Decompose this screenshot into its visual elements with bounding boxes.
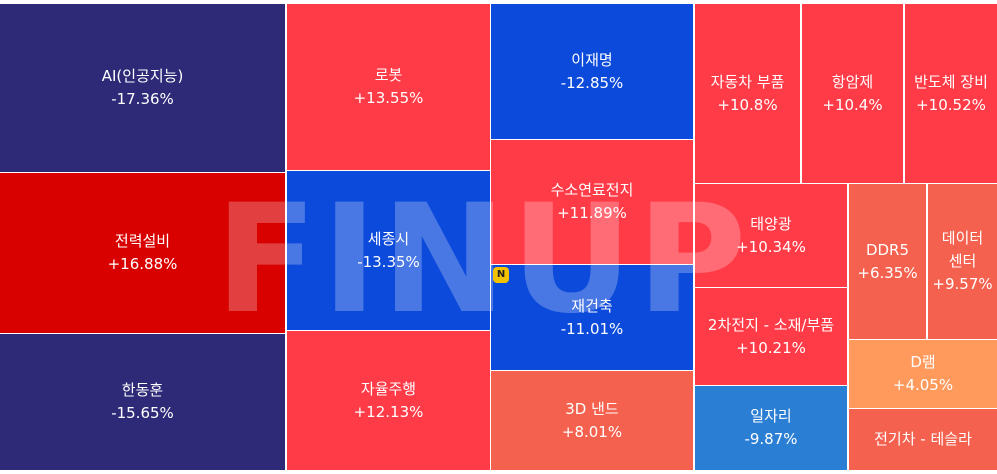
tile-value: +13.55% xyxy=(353,89,424,107)
tile: DDR5 +6.35% xyxy=(849,184,926,339)
tile-label: 자동차 부품 xyxy=(710,72,785,91)
tile-value: -12.85% xyxy=(560,73,624,92)
tile: 재건축 -11.01% xyxy=(491,265,693,370)
tile-label: 2차전지 - 소재/부품 xyxy=(707,315,835,334)
tile-value: +10.34% xyxy=(736,237,806,256)
tile-label: 항암제 xyxy=(831,72,874,91)
tile: 반도체 장비 +10.52% xyxy=(905,4,997,183)
new-badge: N xyxy=(493,267,509,283)
tile-label: 3D 낸드 xyxy=(565,399,619,418)
tile-value: -9.87% xyxy=(744,430,798,448)
tile-value: +12.13% xyxy=(353,402,424,421)
tile-value: +10.52% xyxy=(916,95,986,114)
tile: 자동차 부품 +10.8% xyxy=(695,4,800,183)
tile-value: +9.57% xyxy=(932,275,993,293)
tile-label: 이재명 xyxy=(571,50,613,69)
tile-label: 전기차 - 테슬라 xyxy=(874,430,972,448)
tile: 한동훈 -15.65% xyxy=(0,334,285,470)
tile-value: -11.01% xyxy=(560,319,624,338)
tile: 수소연료전지 +11.89% xyxy=(491,140,693,264)
tile-value: +11.89% xyxy=(557,204,627,222)
tile: 로봇 +13.55% xyxy=(287,4,490,170)
tile-value: -17.36% xyxy=(111,90,174,108)
tile: 이재명 -12.85% xyxy=(491,4,693,139)
tile-label: 일자리 xyxy=(750,407,792,425)
tile-label: 태양광 xyxy=(750,214,792,233)
tile-value: +8.01% xyxy=(561,422,623,441)
tile-label: 세종시 xyxy=(367,229,410,248)
tile-value: +10.21% xyxy=(736,338,806,357)
tile-value: -15.65% xyxy=(111,404,174,422)
tile-label: 자율주행 xyxy=(360,379,417,398)
tile-label: 전력설비 xyxy=(114,232,171,250)
tile-label: 로봇 xyxy=(374,66,403,84)
tile-label: D램 xyxy=(910,353,936,371)
tile-label: 반도체 장비 xyxy=(914,72,988,91)
tile: 자율주행 +12.13% xyxy=(287,331,490,470)
tile-value: +10.4% xyxy=(822,95,883,114)
tile-label: 수소연료전지 xyxy=(550,181,634,199)
tile-value: +4.05% xyxy=(892,376,954,394)
tile: 전력설비 +16.88% xyxy=(0,173,285,333)
tile: 항암제 +10.4% xyxy=(802,4,903,183)
tile-value: +6.35% xyxy=(857,263,918,282)
tile-label: 한동훈 xyxy=(121,381,164,399)
tile-label: 데이터 센터 xyxy=(941,229,984,270)
tile: 2차전지 - 소재/부품 +10.21% xyxy=(695,288,847,385)
tile-label: DDR5 xyxy=(865,240,910,259)
tile: 전기차 - 테슬라 xyxy=(849,409,997,470)
tile-value: -13.35% xyxy=(357,252,420,271)
tile-value: +10.8% xyxy=(717,95,778,114)
tile: 일자리 -9.87% xyxy=(695,386,847,470)
tile-value: +16.88% xyxy=(107,255,178,273)
tile: 태양광 +10.34% xyxy=(695,184,847,287)
tile: 3D 낸드 +8.01% xyxy=(491,371,693,470)
tile: 세종시 -13.35% xyxy=(287,171,490,330)
tile: AI(인공지능) -17.36% xyxy=(0,4,285,172)
tile: 데이터 센터 +9.57% xyxy=(928,184,997,339)
tile: D램 +4.05% xyxy=(849,340,997,408)
tile-label: 재건축 xyxy=(571,296,613,315)
tile-label: AI(인공지능) xyxy=(101,67,184,85)
